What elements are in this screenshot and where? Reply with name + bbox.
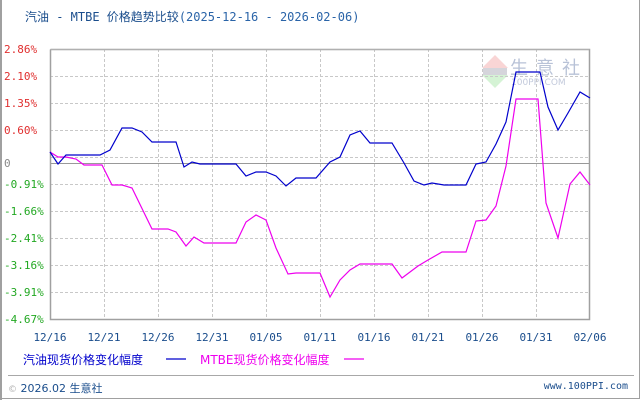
y-tick-label: -3.16% [4,259,44,272]
legend-swatch-gasoline-icon [166,358,186,360]
x-tick-label: 01/11 [303,331,337,344]
chart-title-main: 汽油 - MTBE 价格趋势比较 [25,10,179,24]
frame-left-border [0,0,2,400]
x-tick-label: 01/05 [249,331,283,344]
y-tick-label: -2.41% [4,232,44,245]
legend-label-gasoline: 汽油现货价格变化幅度 [23,353,144,367]
footer-separator [8,375,634,376]
legend-item-gasoline: 汽油现货价格变化幅度 [23,351,143,368]
x-tick-label: 02/06 [573,331,607,344]
x-tick-label: 12/31 [195,331,229,344]
series-gasoline-line [49,71,591,187]
y-tick-label: 2.10% [4,70,38,83]
chart-title: 汽油 - MTBE 价格趋势比较(2025-12-16 - 2026-02-06… [25,8,359,25]
footer-copyright: © 2026.02 生意社 [8,380,102,396]
legend-item-mtbe: MTBE现货价格变化幅度 [200,351,330,368]
footer-site-link[interactable]: www.100PPI.com [543,381,628,392]
watermark-logo-icon [482,55,508,88]
copyright-icon: © [8,385,17,395]
x-tick-label: 01/31 [519,331,553,344]
y-tick-label: 1.35% [4,97,38,110]
y-tick-label: 0 [4,157,11,170]
y-tick-label: 2.86% [4,43,38,56]
x-tick-label: 01/16 [357,331,391,344]
x-tick-label: 01/21 [411,331,445,344]
y-tick-label: -3.91% [4,286,44,299]
series-mtbe-line [49,98,591,299]
footer-copyright-text: 2026.02 生意社 [20,382,103,395]
x-tick-label: 12/26 [141,331,175,344]
y-tick-label: -4.67% [4,313,44,326]
legend-label-mtbe: MTBE现货价格变化幅度 [200,353,330,367]
chart-title-range: (2025-12-16 - 2026-02-06) [178,10,360,24]
y-tick-label: -1.66% [4,205,44,218]
y-tick-label: 0.60% [4,124,38,137]
x-tick-label: 01/26 [465,331,499,344]
watermark-subtext: 100PPI.COM [511,78,566,88]
x-tick-label: 12/21 [87,331,121,344]
legend-swatch-mtbe-icon [344,358,364,360]
watermark-text: 生意社 [510,58,588,79]
y-tick-label: -0.91% [4,178,44,191]
x-tick-label: 12/16 [33,331,67,344]
